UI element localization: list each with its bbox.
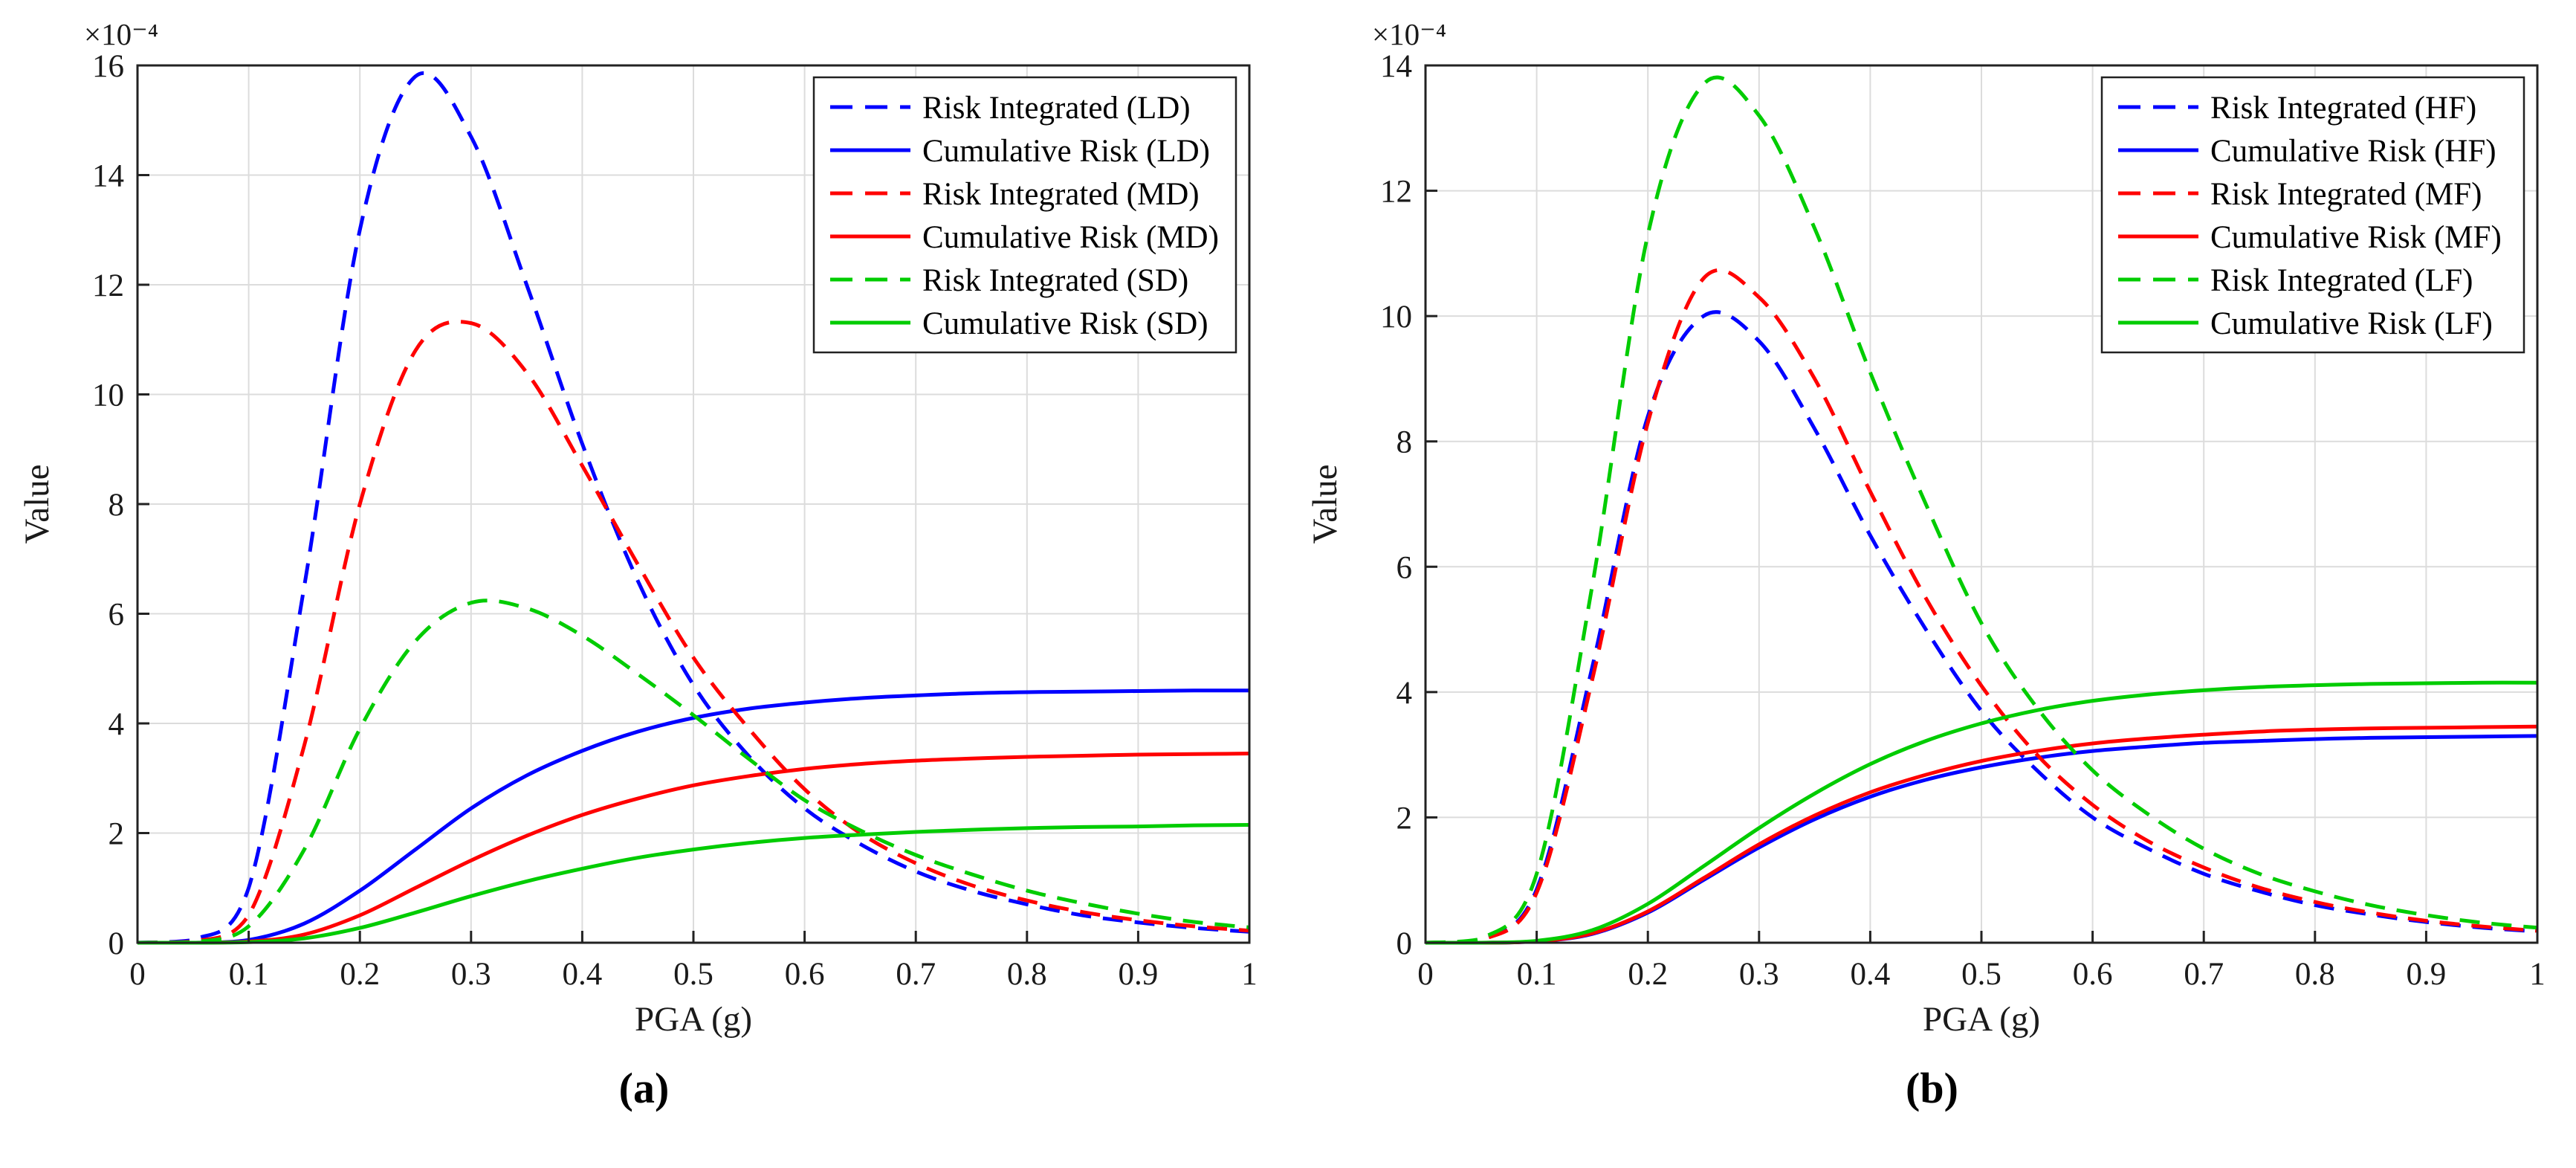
x-tick-label: 0.4 bbox=[562, 957, 602, 992]
x-tick-label: 0.3 bbox=[450, 957, 491, 992]
caption-b: (b) bbox=[1906, 1064, 1958, 1112]
y-tick-label: 4 bbox=[108, 707, 124, 742]
y-tick-label: 8 bbox=[108, 488, 124, 523]
legend-entry-label: Cumulative Risk (LF) bbox=[2210, 306, 2493, 341]
legend-entry-label: Cumulative Risk (LD) bbox=[922, 134, 1210, 169]
series-curve-1 bbox=[137, 688, 1249, 945]
x-tick-label: 0.9 bbox=[1118, 957, 1158, 992]
x-tick-label: 0.6 bbox=[2072, 957, 2112, 992]
y-tick-label: 0 bbox=[108, 926, 124, 961]
x-tick-label: 0.2 bbox=[1628, 957, 1668, 992]
chart-b-plot: 0 0.1 0.2 0.3 0.4 0.5 0.6 0.7 0.8 0.9 102468101214… bbox=[1306, 17, 2546, 1039]
series-curve-0 bbox=[137, 71, 1249, 945]
legend: Risk Integrated (HF) Cumulative Risk (HF)… bbox=[2100, 76, 2525, 354]
tick-marks bbox=[1424, 64, 2538, 944]
y-tick-label: 14 bbox=[92, 159, 124, 194]
caption-a: (a) bbox=[618, 1064, 670, 1112]
x-tick-label: 0.1 bbox=[228, 957, 268, 992]
legend-entry-label: Risk Integrated (LD) bbox=[922, 91, 1191, 126]
x-tick-label: 0.1 bbox=[1516, 957, 1556, 992]
legend-entry-label: Risk Integrated (HF) bbox=[2210, 91, 2476, 126]
x-tick-label: 0 bbox=[1417, 957, 1434, 992]
x-tick-label: 0.9 bbox=[2406, 957, 2446, 992]
y-scale-label: ×10⁻⁴ bbox=[84, 17, 158, 51]
y-tick-label: 0 bbox=[1396, 926, 1412, 961]
x-axis-label: PGA (g) bbox=[1923, 1000, 2040, 1039]
legend-entry-label: Risk Integrated (LF) bbox=[2210, 263, 2473, 298]
x-tick-label: 0.2 bbox=[340, 957, 380, 992]
x-tick-label: 0.5 bbox=[1961, 957, 2001, 992]
legend-entry-label: Cumulative Risk (HF) bbox=[2210, 134, 2496, 169]
y-tick-label: 6 bbox=[1396, 550, 1412, 585]
y-tick-label: 12 bbox=[92, 268, 124, 303]
y-scale-label: ×10⁻⁴ bbox=[1372, 17, 1446, 51]
x-tick-label: 1 bbox=[2529, 957, 2546, 992]
x-tick-label: 0 bbox=[129, 957, 146, 992]
series-curve-2 bbox=[1425, 268, 2537, 945]
series-curve-2 bbox=[137, 320, 1249, 945]
x-tick-label: 1 bbox=[1241, 957, 1258, 992]
series-curve-0 bbox=[1425, 310, 2537, 945]
y-tick-label: 10 bbox=[92, 378, 124, 413]
x-tick-label: 0.6 bbox=[784, 957, 824, 992]
y-tick-label: 14 bbox=[1380, 49, 1412, 84]
legend-box bbox=[812, 76, 1237, 354]
y-tick-label: 2 bbox=[108, 817, 124, 852]
panel-a: 0 0.1 0.2 0.3 0.4 0.5 0.6 0.7 0.8 0.9 1 0 2 4 6 8 10 12 14… bbox=[18, 17, 1258, 1112]
grid-lines bbox=[137, 65, 1249, 943]
y-tick-label: 16 bbox=[92, 49, 124, 84]
x-tick-label: 0.8 bbox=[1006, 957, 1046, 992]
y-tick-label: 12 bbox=[1380, 175, 1412, 210]
legend-entry-label: Risk Integrated (MF) bbox=[2210, 177, 2482, 212]
legend-entry-label: Cumulative Risk (MF) bbox=[2210, 220, 2502, 255]
y-axis-label: Value bbox=[18, 464, 56, 543]
x-tick-label: 0.8 bbox=[2294, 957, 2334, 992]
panel-b: 0 0.1 0.2 0.3 0.4 0.5 0.6 0.7 0.8 0.9 1 0 2 4 6 8 10 12 14… bbox=[1288, 0, 2576, 1168]
series-curve-3 bbox=[1425, 724, 2537, 945]
legend-entry-label: Cumulative Risk (MD) bbox=[922, 220, 1219, 255]
legend-entry-label: Risk Integrated (SD) bbox=[922, 263, 1188, 298]
tick-marks bbox=[136, 64, 1250, 944]
series-curve-4 bbox=[137, 598, 1249, 945]
legend-entry-label: Cumulative Risk (SD) bbox=[922, 306, 1208, 341]
legend-entry-label: Risk Integrated (MD) bbox=[922, 177, 1200, 212]
series-curve-4 bbox=[1425, 75, 2537, 945]
series-curve-5 bbox=[137, 822, 1249, 945]
x-tick-label: 0.7 bbox=[896, 957, 936, 992]
y-tick-label: 8 bbox=[1396, 425, 1412, 460]
y-tick-label: 6 bbox=[108, 598, 124, 633]
y-tick-label: 10 bbox=[1380, 300, 1412, 335]
legend: Risk Integrated (LD) Cumulative Risk (LD)… bbox=[812, 76, 1237, 354]
x-tick-label: 0.5 bbox=[673, 957, 713, 992]
x-axis-label: PGA (g) bbox=[635, 1000, 752, 1039]
x-tick-label: 0.7 bbox=[2184, 957, 2224, 992]
legend-box bbox=[2100, 76, 2525, 354]
y-tick-label: 4 bbox=[1396, 676, 1412, 711]
x-tick-label: 0.4 bbox=[1850, 957, 1890, 992]
chart-a-plot: 0 0.1 0.2 0.3 0.4 0.5 0.6 0.7 0.8 0.9 102468101214… bbox=[18, 17, 1258, 1039]
series-curve-5 bbox=[1425, 680, 2537, 945]
y-tick-label: 2 bbox=[1396, 801, 1412, 836]
y-axis-label: Value bbox=[1306, 464, 1344, 543]
series-curve-3 bbox=[137, 752, 1249, 945]
x-tick-label: 0.3 bbox=[1738, 957, 1779, 992]
